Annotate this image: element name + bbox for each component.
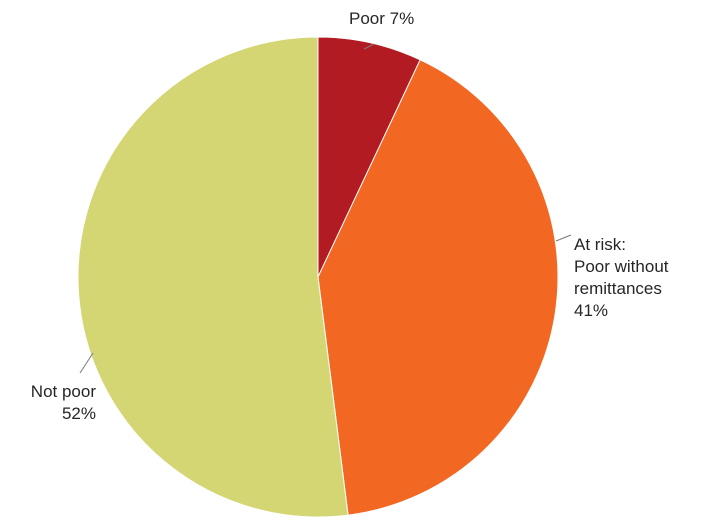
pie-slice-poor — [317, 36, 421, 278]
slice-label-line: 41% — [574, 301, 608, 320]
slice-label-line: At risk: — [574, 235, 626, 254]
leader-line — [555, 234, 572, 242]
slice-labels: Poor 7% At risk: Poor without remittances 41… — [31, 9, 669, 423]
slice-label-line: Not poor — [31, 382, 97, 401]
slice-label: Not poor 52% — [31, 382, 97, 423]
leader-line — [363, 43, 375, 50]
pie-slices — [77, 36, 559, 518]
pie-slice-not-poor — [77, 36, 349, 518]
slice-label-line: remittances — [574, 279, 662, 298]
slice-label: Poor 7% — [349, 9, 414, 28]
pie-slice-at-risk-poor-without-remittances — [317, 59, 559, 516]
slice-label-line: Poor without — [574, 257, 669, 276]
leader-lines — [79, 43, 572, 374]
slice-label-line: Poor 7% — [349, 9, 414, 28]
leader-line — [79, 352, 94, 374]
slice-label: At risk: Poor without remittances 41% — [574, 235, 669, 320]
slice-label-line: 52% — [62, 404, 96, 423]
